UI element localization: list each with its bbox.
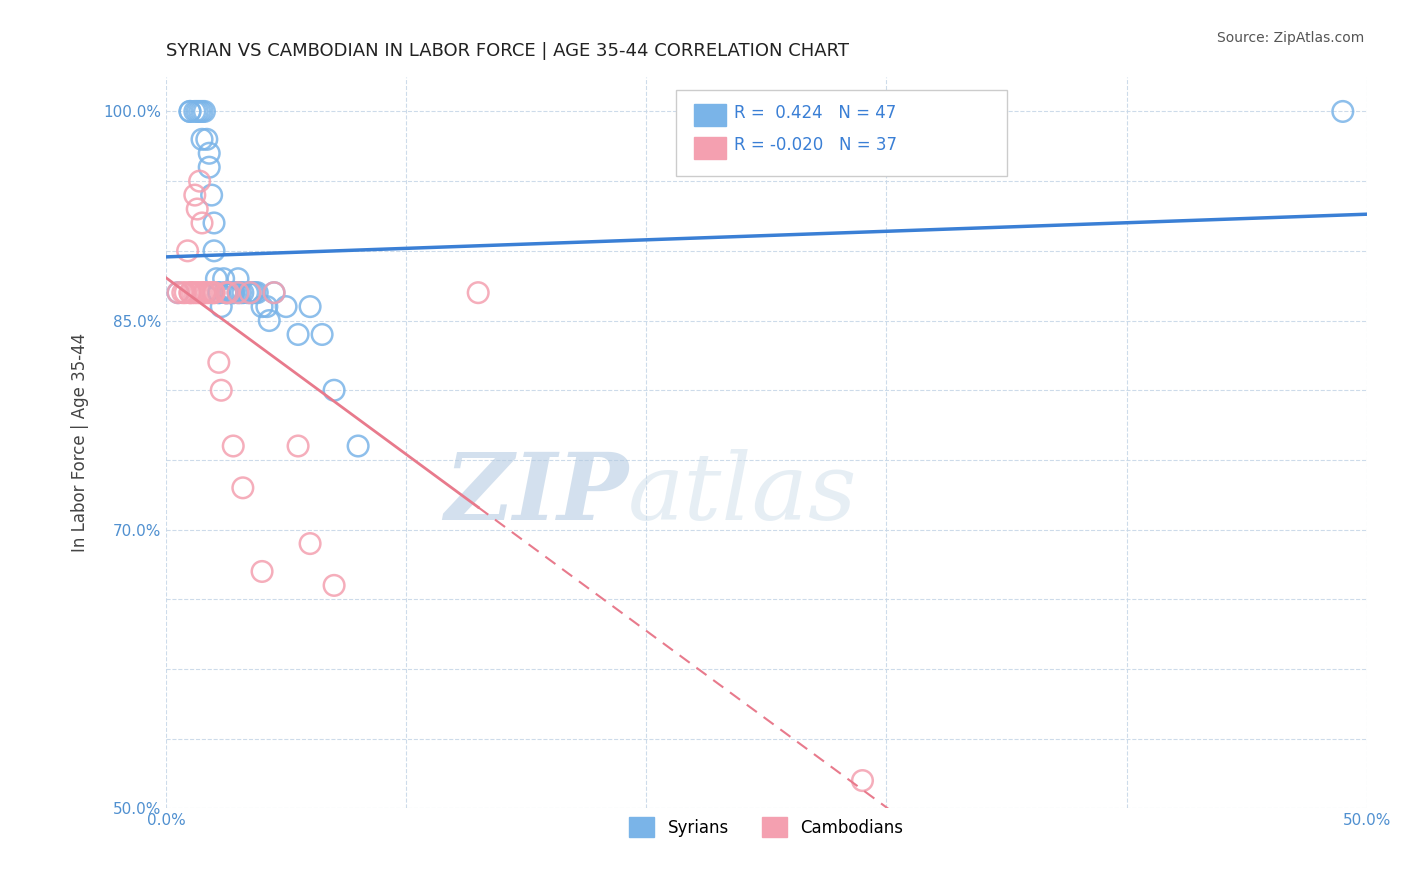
- Point: [212, 271, 235, 285]
- Point: [226, 271, 249, 285]
- Point: [232, 481, 254, 495]
- Point: [236, 285, 259, 300]
- Point: [167, 285, 190, 300]
- Point: [195, 132, 218, 146]
- Point: [263, 285, 285, 300]
- Point: [209, 383, 232, 397]
- Point: [467, 285, 489, 300]
- Point: [184, 104, 207, 119]
- Point: [239, 285, 262, 300]
- Point: [851, 773, 873, 788]
- Point: [209, 300, 232, 314]
- Point: [208, 285, 231, 300]
- Point: [191, 104, 214, 119]
- Point: [323, 578, 346, 592]
- Text: R = -0.020   N = 37: R = -0.020 N = 37: [734, 136, 897, 154]
- Point: [176, 244, 198, 258]
- Point: [259, 313, 281, 327]
- Point: [217, 285, 239, 300]
- Point: [239, 285, 262, 300]
- Point: [198, 160, 221, 174]
- Point: [242, 285, 264, 300]
- Point: [250, 300, 273, 314]
- Point: [246, 285, 269, 300]
- FancyBboxPatch shape: [695, 104, 725, 127]
- FancyBboxPatch shape: [676, 90, 1007, 176]
- Point: [226, 285, 249, 300]
- Point: [215, 285, 238, 300]
- Point: [250, 565, 273, 579]
- Point: [219, 285, 242, 300]
- Point: [184, 285, 207, 300]
- Point: [179, 104, 201, 119]
- Point: [186, 104, 208, 119]
- Point: [299, 536, 322, 550]
- Point: [172, 285, 194, 300]
- Point: [287, 439, 309, 453]
- Point: [191, 216, 214, 230]
- Point: [198, 285, 221, 300]
- Point: [184, 188, 207, 202]
- Point: [179, 104, 201, 119]
- Point: [193, 104, 215, 119]
- Point: [188, 285, 211, 300]
- Point: [179, 285, 201, 300]
- FancyBboxPatch shape: [695, 136, 725, 159]
- Point: [193, 285, 215, 300]
- Point: [191, 132, 214, 146]
- Point: [181, 285, 204, 300]
- Point: [202, 285, 225, 300]
- Point: [1331, 104, 1354, 119]
- Point: [188, 174, 211, 188]
- Point: [205, 271, 228, 285]
- Point: [347, 439, 370, 453]
- Point: [201, 188, 224, 202]
- Point: [299, 300, 322, 314]
- Point: [167, 285, 190, 300]
- Point: [186, 202, 208, 216]
- Legend: Syrians, Cambodians: Syrians, Cambodians: [623, 810, 910, 844]
- Text: R =  0.424   N = 47: R = 0.424 N = 47: [734, 104, 896, 122]
- Point: [215, 285, 238, 300]
- Point: [193, 285, 215, 300]
- Point: [208, 355, 231, 369]
- Point: [229, 285, 252, 300]
- Point: [215, 285, 238, 300]
- Point: [323, 383, 346, 397]
- Point: [198, 146, 221, 161]
- Point: [222, 439, 245, 453]
- Point: [217, 285, 239, 300]
- Point: [202, 285, 225, 300]
- Text: Source: ZipAtlas.com: Source: ZipAtlas.com: [1216, 31, 1364, 45]
- Point: [287, 327, 309, 342]
- Point: [202, 244, 225, 258]
- Point: [208, 285, 231, 300]
- Point: [215, 285, 238, 300]
- Point: [256, 300, 278, 314]
- Point: [243, 285, 266, 300]
- Point: [195, 285, 218, 300]
- Text: ZIP: ZIP: [444, 449, 628, 539]
- Point: [311, 327, 333, 342]
- Point: [201, 285, 224, 300]
- Point: [186, 285, 208, 300]
- Point: [274, 300, 297, 314]
- Point: [179, 285, 201, 300]
- Point: [222, 285, 245, 300]
- Point: [226, 285, 249, 300]
- Point: [202, 216, 225, 230]
- Point: [191, 285, 214, 300]
- Point: [188, 104, 211, 119]
- Text: atlas: atlas: [628, 449, 858, 539]
- Text: SYRIAN VS CAMBODIAN IN LABOR FORCE | AGE 35-44 CORRELATION CHART: SYRIAN VS CAMBODIAN IN LABOR FORCE | AGE…: [166, 42, 849, 60]
- Point: [222, 285, 245, 300]
- Point: [263, 285, 285, 300]
- Point: [174, 285, 197, 300]
- Y-axis label: In Labor Force | Age 35-44: In Labor Force | Age 35-44: [72, 333, 89, 552]
- Point: [232, 285, 254, 300]
